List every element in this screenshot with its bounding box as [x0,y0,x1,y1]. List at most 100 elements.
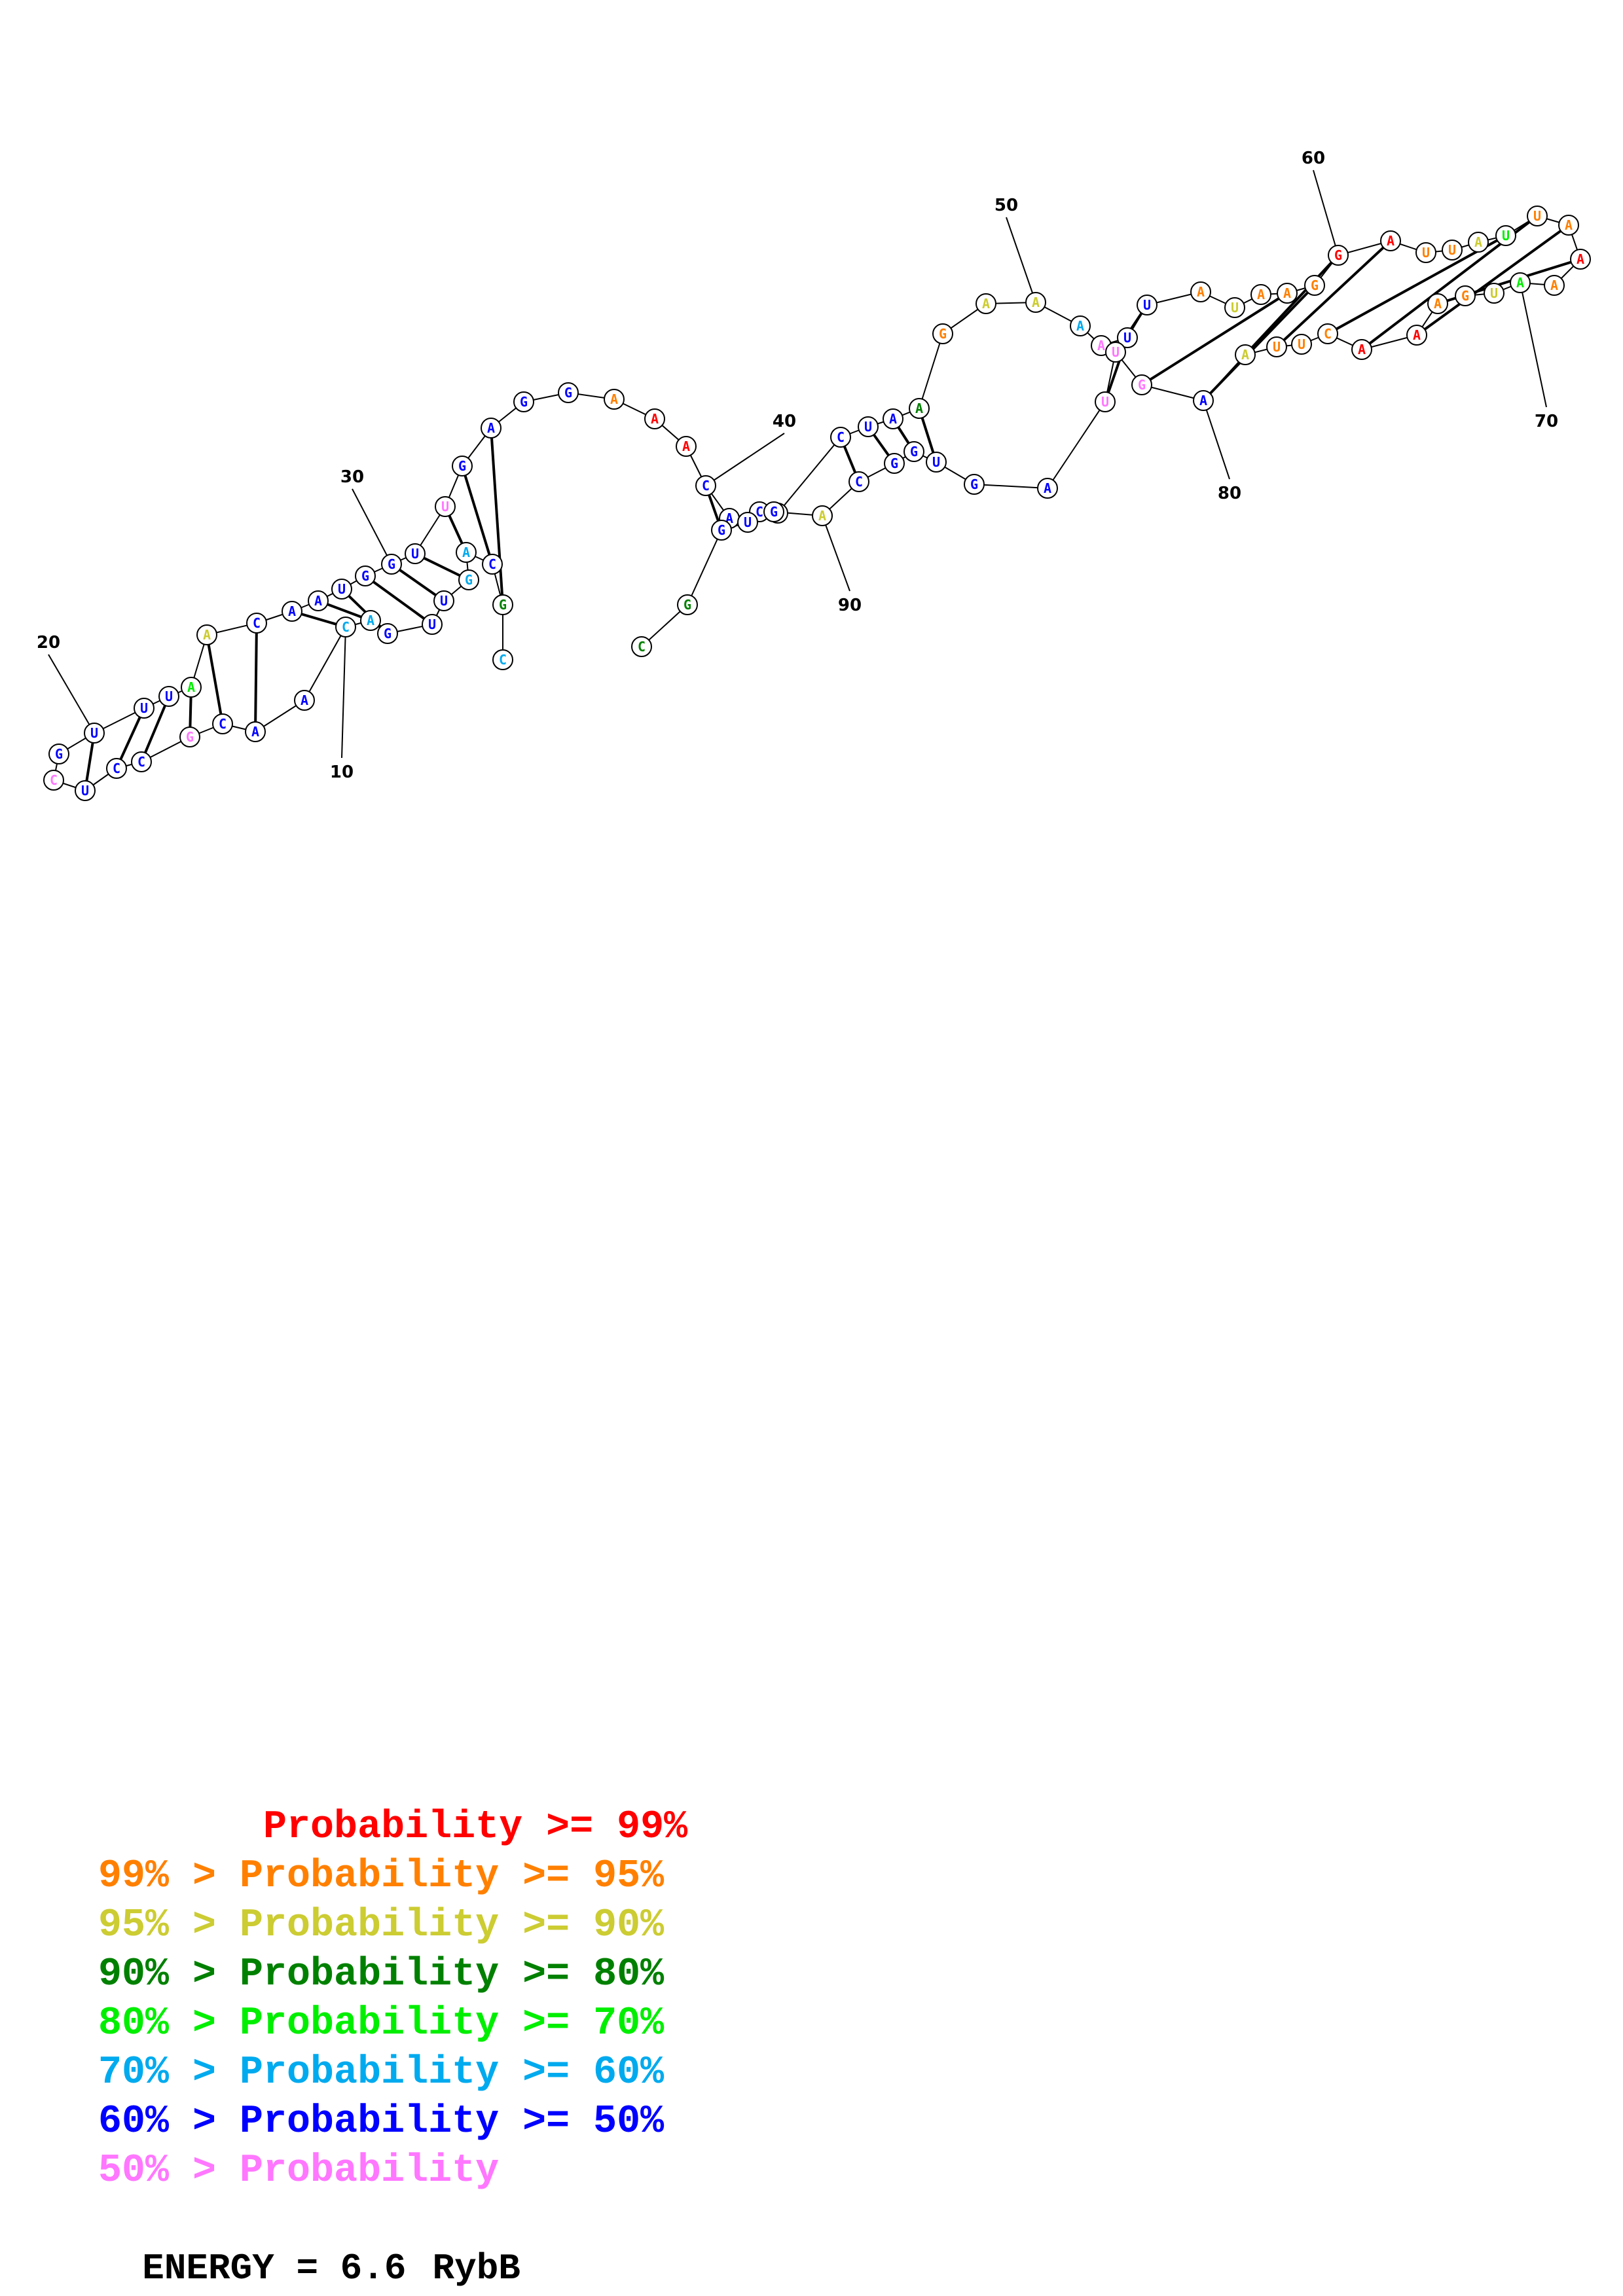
nucleotide-base: C [219,716,227,732]
nucleotide-39: A [676,436,697,457]
nucleotide-circle [830,427,851,448]
legend-row: 99% > Probability >= 95% [98,1854,665,1899]
backbone-segment [304,626,346,701]
nucleotide-base: A [1413,327,1421,343]
nucleotide-base: A [1358,342,1366,357]
nucleotide-95: C [631,636,652,657]
nucleotide-base: G [718,522,725,538]
nucleotide-circle [812,505,833,526]
nucleotide-31: U [405,543,426,564]
nucleotide-circle [1266,336,1287,357]
nucleotide-circle [1291,334,1312,355]
nucleotide-base: C [137,754,145,770]
nucleotide-circle [909,398,930,419]
nucleotide-7: U [422,614,443,635]
nucleotide-73: A [1427,293,1448,314]
nucleotide-base: U [1490,285,1498,301]
nucleotide-base: U [1143,297,1151,313]
nucleotide-circle [1070,315,1091,336]
nucleotide-25: C [246,613,267,634]
nucleotide-circle [1544,275,1565,296]
nucleotide-base: U [411,546,419,562]
nucleotide-63: U [1442,240,1463,260]
nucleotide-circle [644,408,665,429]
nucleotide-80: A [1193,390,1214,411]
position-labels: 10 20 30 40 50 60 70 80 90 [37,149,1558,782]
nucleotide-base: C [702,478,710,493]
nucleotide-24: A [196,624,217,645]
nucleotide-base: U [1231,300,1239,315]
nucleotide-base: A [682,439,690,454]
base-pair-line [1275,240,1392,348]
nucleotide-base: G [939,326,947,342]
nucleotide-14: G [179,726,200,747]
nucleotide-64: A [1468,232,1489,253]
nucleotide-base: G [55,746,63,762]
nucleotide-base: A [889,411,897,427]
nucleotide-36: G [558,382,579,403]
nucleotide-circle [84,723,105,744]
nucleotide-circle [1131,374,1152,395]
nucleotide-base: U [1112,344,1120,360]
nucleotide-base: C [756,504,763,520]
nucleotide-circle [1250,284,1271,305]
nucleotide-81: G [1131,374,1152,395]
nucleotide-base: A [1565,217,1573,233]
nucleotide-circle [1037,478,1058,499]
nucleotide-circle [1117,327,1138,348]
nucleotide-49: A [976,293,996,314]
nucleotide-78: U [1266,336,1287,357]
nucleotide-circle [331,579,352,600]
nucleotide-base: A [651,411,659,427]
nucleotide-32: U [435,496,456,517]
nucleotide-base: C [253,615,261,631]
nucleotide-circle [558,382,579,403]
nucleotide-67: A [1558,215,1579,236]
nucleotide-47: A [909,398,930,419]
nucleotide-base: A [1076,318,1084,334]
nucleotide-base: G [499,597,507,613]
nucleotide-base: A [1516,275,1524,291]
nucleotide-29: G [355,565,376,586]
nucleotide-65: U [1495,225,1516,246]
nucleotide-circle [1406,325,1427,346]
nucleotide-60: G [1328,245,1349,266]
nucleotide-base: U [932,454,940,470]
nucleotide-circle [106,758,127,779]
nucleotide-base: A [982,296,990,312]
nucleotide-1: C [492,649,513,670]
nucleotide-91: G [763,501,784,522]
nucleotide-base: A [915,401,923,416]
nucleotide-circle [335,617,356,637]
nucleotide-circle [1495,225,1516,246]
nucleotide-6: U [433,590,454,611]
nucleotide-circle [926,452,947,473]
position-leader-line [822,515,850,592]
nucleotide-circle [282,601,302,622]
nucleotide-base: A [1257,287,1265,302]
nucleotide-circle [381,554,402,575]
base-pair-line [340,588,389,635]
legend-row: 80% > Probability >= 70% [98,2001,665,2046]
nucleotide-base: U [441,499,449,514]
nucleotide-circle [43,770,64,791]
backbone-segment [974,484,1048,489]
nucleotide-40: C [695,475,716,496]
nucleotide-base: A [367,613,374,628]
nucleotide-56: U [1224,297,1245,318]
backbone-segment [777,437,841,514]
position-label-20: 20 [37,633,60,653]
nucleotide-85: G [964,474,985,495]
nucleotide-13: C [212,713,233,734]
nucleotide-base: C [342,619,350,635]
nucleotide-circle [481,418,501,439]
nucleotide-circle [1137,295,1158,315]
nucleotide-base: G [520,394,528,410]
nucleotide-base: C [837,429,845,445]
nucleotide-circle [134,698,155,719]
legend-row: 90% > Probability >= 80% [98,1952,665,1997]
nucleotide-20: U [84,723,105,744]
nucleotide-55: A [1190,281,1211,302]
nucleotide-54: U [1137,295,1158,315]
